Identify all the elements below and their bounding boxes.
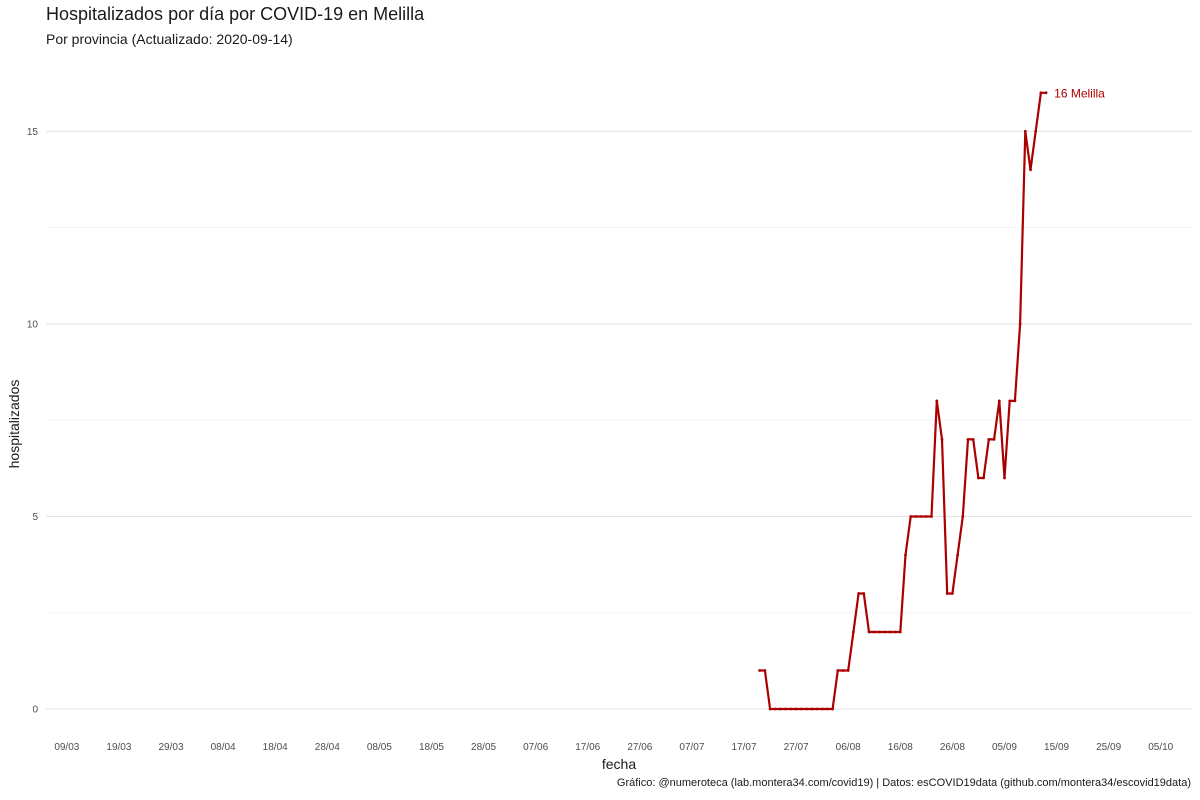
data-point <box>898 630 902 634</box>
data-point <box>935 399 939 403</box>
data-point <box>857 592 860 595</box>
x-tick-label: 18/05 <box>419 742 444 753</box>
x-tick-label: 08/05 <box>367 742 392 753</box>
data-point <box>799 707 803 711</box>
data-point <box>805 707 808 711</box>
data-point <box>977 476 980 480</box>
x-tick-label: 07/06 <box>523 742 548 753</box>
series-group: 16 Melilla <box>758 86 1105 711</box>
data-point <box>867 630 871 634</box>
x-tick-label: 17/06 <box>575 742 600 753</box>
data-point <box>815 707 819 711</box>
grid-lines <box>46 130 1192 710</box>
x-tick-label: 17/07 <box>732 742 757 753</box>
x-tick-label: 07/07 <box>679 742 704 753</box>
x-axis-title: fecha <box>602 756 636 772</box>
data-point <box>852 630 855 634</box>
chart-title: Hospitalizados por día por COVID-19 en M… <box>46 4 425 24</box>
data-point <box>940 438 944 441</box>
data-point <box>826 707 829 711</box>
y-axis-title: hospitalizados <box>6 380 22 469</box>
data-point <box>966 438 970 441</box>
data-point <box>883 630 887 634</box>
data-point <box>846 669 850 672</box>
data-point <box>1013 399 1017 403</box>
data-point <box>1029 168 1032 172</box>
data-point <box>1003 476 1006 480</box>
x-tick-label: 25/09 <box>1096 742 1121 753</box>
x-tick-label: 26/08 <box>940 742 965 753</box>
data-point <box>789 707 793 711</box>
x-tick-label: 29/03 <box>159 742 184 753</box>
x-tick-label: 18/04 <box>263 742 288 753</box>
data-point <box>956 553 959 557</box>
x-tick-label: 15/09 <box>1044 742 1069 753</box>
x-tick-label: 06/08 <box>836 742 861 753</box>
y-axis-ticks: 0 5 10 15 <box>27 127 39 716</box>
data-point <box>992 438 996 441</box>
y-tick-label: 10 <box>27 319 39 330</box>
chart-caption: Gráfico: @numeroteca (lab.montera34.com/… <box>616 777 1191 789</box>
data-point <box>971 438 975 441</box>
data-point <box>893 630 897 634</box>
data-point <box>951 592 954 595</box>
x-tick-label: 27/07 <box>784 742 809 753</box>
data-point <box>820 707 824 711</box>
data-point <box>930 515 933 518</box>
y-tick-label: 5 <box>32 512 38 523</box>
x-tick-label: 08/04 <box>211 742 236 753</box>
y-tick-label: 15 <box>27 127 39 138</box>
data-point <box>945 592 949 595</box>
data-point <box>997 399 1001 403</box>
x-tick-label: 09/03 <box>54 742 79 753</box>
data-point <box>961 515 965 518</box>
data-point <box>878 630 881 634</box>
data-point <box>904 553 907 557</box>
x-tick-label: 28/05 <box>471 742 496 753</box>
data-point <box>831 707 834 711</box>
data-point <box>1023 129 1027 133</box>
data-point <box>1018 322 1022 326</box>
data-point <box>1034 129 1038 133</box>
x-tick-label: 16/08 <box>888 742 913 753</box>
data-point <box>888 630 892 634</box>
data-point <box>1044 91 1048 95</box>
data-point <box>773 707 777 711</box>
data-point <box>841 669 845 672</box>
data-point <box>919 515 923 518</box>
data-point <box>758 669 761 672</box>
series-end-label: 16 Melilla <box>1054 86 1105 100</box>
x-axis-ticks: 09/03 19/03 29/03 08/04 18/04 28/04 08/05 18/05… <box>54 742 1173 753</box>
chart-subtitle: Por provincia (Actualizado: 2020-09-14) <box>46 31 293 47</box>
data-point <box>1039 91 1043 95</box>
data-point <box>982 476 985 480</box>
data-point <box>914 515 918 518</box>
x-tick-label: 19/03 <box>106 742 131 753</box>
data-point <box>909 515 913 518</box>
data-point <box>768 707 772 711</box>
data-point <box>836 669 840 672</box>
data-point <box>872 630 876 634</box>
data-point <box>794 707 798 711</box>
data-point <box>784 707 788 711</box>
data-point <box>862 592 866 595</box>
y-tick-label: 0 <box>32 705 38 716</box>
data-point <box>924 515 928 518</box>
data-point <box>1008 399 1012 403</box>
series-line-melilla <box>758 91 1048 711</box>
data-point <box>779 707 782 711</box>
x-tick-label: 27/06 <box>627 742 652 753</box>
data-point <box>810 707 814 711</box>
x-tick-label: 05/10 <box>1148 742 1173 753</box>
data-point <box>763 669 767 672</box>
data-point <box>987 438 991 441</box>
x-tick-label: 05/09 <box>992 742 1017 753</box>
x-tick-label: 28/04 <box>315 742 340 753</box>
